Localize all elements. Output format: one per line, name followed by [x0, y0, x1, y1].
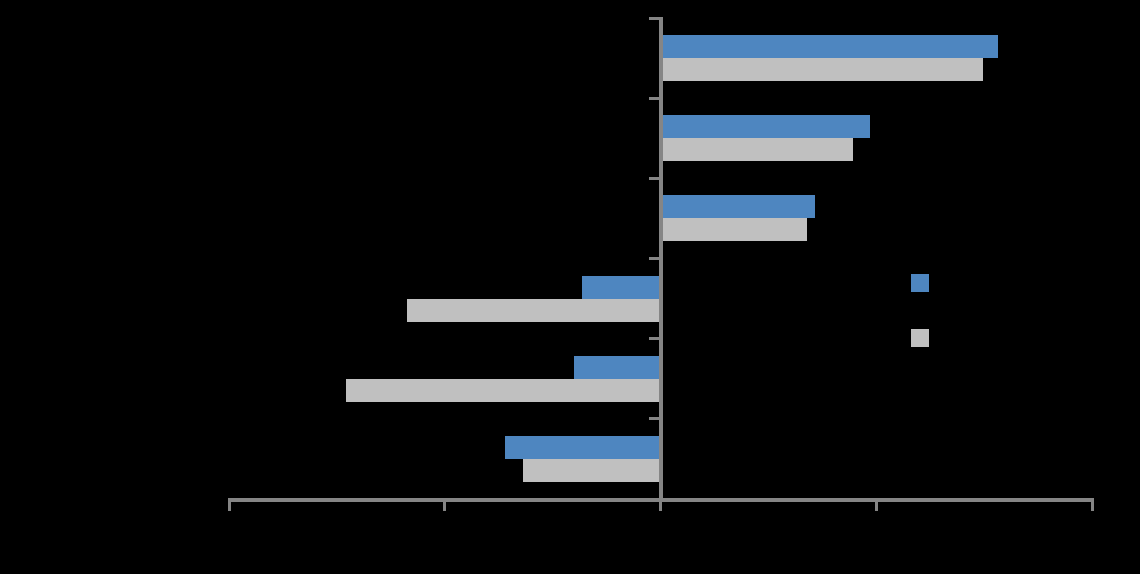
bar-gray-row3: [660, 218, 808, 242]
x-axis-line: [227, 497, 1094, 502]
y-axis-tick: [648, 257, 661, 260]
x-axis-tick: [227, 497, 231, 511]
bar-gray-row4: [407, 298, 661, 322]
bar-gray-row5: [345, 378, 661, 402]
y-axis-tick: [648, 16, 661, 20]
bar-gray-row2: [660, 138, 853, 162]
y-axis-tick: [648, 176, 661, 180]
bar-blue-row6: [504, 435, 661, 459]
x-axis-tick: [874, 497, 878, 511]
y-axis-tick: [648, 337, 661, 341]
bar-blue-row5: [574, 355, 661, 379]
y-axis-line: [658, 17, 663, 502]
bar-gray-row6: [523, 458, 661, 482]
bar-blue-row3: [660, 195, 816, 219]
bar-blue-row4: [581, 275, 661, 299]
legend-swatch-blue: [911, 274, 929, 292]
y-axis-tick: [648, 417, 661, 421]
x-axis-tick: [659, 497, 662, 511]
bar-gray-row1: [660, 58, 984, 81]
bar-blue-row2: [660, 115, 870, 139]
legend-swatch-gray: [911, 329, 929, 347]
x-axis-tick: [443, 497, 447, 511]
bar-blue-row1: [660, 35, 999, 58]
x-axis-tick: [1090, 497, 1094, 511]
y-axis-tick: [648, 96, 661, 100]
